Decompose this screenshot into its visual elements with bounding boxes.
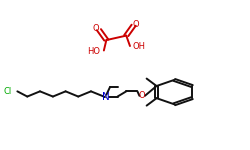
Text: OH: OH [133, 42, 146, 51]
Text: O: O [138, 91, 145, 100]
Text: N: N [102, 92, 110, 102]
Text: O: O [92, 24, 99, 33]
Text: Cl: Cl [3, 87, 12, 96]
Text: HO: HO [87, 47, 100, 56]
Text: O: O [133, 20, 140, 29]
